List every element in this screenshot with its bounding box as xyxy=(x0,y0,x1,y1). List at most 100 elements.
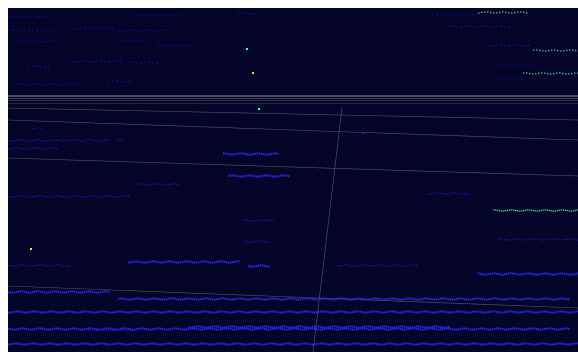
lidar-point xyxy=(362,298,364,300)
lidar-point xyxy=(380,325,382,328)
lidar-point xyxy=(552,311,554,314)
lidar-point xyxy=(266,298,268,301)
lidar-point xyxy=(46,41,48,42)
lidar-point xyxy=(176,327,178,330)
lidar-point xyxy=(528,45,530,46)
lidar-point xyxy=(286,174,288,177)
lidar-point xyxy=(138,260,140,263)
lidar-point xyxy=(92,291,94,293)
lidar-point xyxy=(527,209,529,211)
lidar-point xyxy=(124,81,126,83)
lidar-point xyxy=(152,310,154,313)
lidar-point xyxy=(112,328,114,331)
lidar-point xyxy=(74,195,76,197)
lidar-point xyxy=(234,328,236,331)
lidar-point xyxy=(261,219,263,221)
lidar-point xyxy=(524,328,526,331)
lidar-point xyxy=(366,298,368,301)
lidar-point xyxy=(88,61,90,63)
lidar-point xyxy=(537,210,539,212)
lidar-point xyxy=(76,291,78,294)
lidar-point xyxy=(543,209,545,211)
lidar-point xyxy=(340,297,342,300)
lidar-point xyxy=(342,327,344,330)
point-cloud-points xyxy=(8,11,578,346)
lidar-point xyxy=(77,140,79,142)
point-cloud-canvas[interactable] xyxy=(8,8,578,352)
lidar-point xyxy=(44,328,46,331)
lidar-point xyxy=(362,343,364,346)
lidar-point xyxy=(514,12,516,14)
lidar-point xyxy=(77,195,79,197)
lidar-point xyxy=(146,343,148,346)
lidar-point xyxy=(270,220,272,222)
lidar-point xyxy=(396,298,398,300)
lidar-point xyxy=(508,12,510,14)
lidar-point xyxy=(212,343,214,346)
lidar-point xyxy=(514,272,516,275)
lidar-point xyxy=(368,265,370,267)
lidar-point xyxy=(62,291,64,294)
lidar-point xyxy=(300,343,302,345)
lidar-point xyxy=(90,343,92,346)
lidar-point xyxy=(134,342,136,345)
lidar-point xyxy=(336,310,338,313)
lidar-point xyxy=(140,311,142,313)
lidar-point xyxy=(346,311,348,314)
lidar-point xyxy=(342,342,344,345)
lidar-point xyxy=(424,342,426,345)
lidar-point xyxy=(60,343,62,346)
lidar-point xyxy=(177,183,179,185)
lidar-point xyxy=(235,153,237,156)
lidar-point xyxy=(540,273,542,275)
lidar-point xyxy=(574,273,576,275)
lidar-point xyxy=(233,153,235,156)
lidar-point xyxy=(41,148,43,150)
lidar-point xyxy=(98,328,100,331)
lidar-point xyxy=(308,297,310,300)
lidar-point xyxy=(101,196,103,198)
lidar-point xyxy=(174,44,176,46)
lidar-point xyxy=(14,328,16,331)
lidar-point xyxy=(108,290,110,293)
lidar-point xyxy=(332,311,334,314)
lidar-point xyxy=(398,298,400,301)
lidar-point xyxy=(565,73,567,75)
lidar-point xyxy=(554,49,556,51)
lidar-point xyxy=(522,239,524,241)
lidar-point xyxy=(501,78,503,80)
lidar-point xyxy=(222,260,224,263)
lidar-point xyxy=(170,297,172,300)
lidar-point xyxy=(400,325,402,328)
lidar-point xyxy=(28,29,30,31)
lidar-point xyxy=(130,40,132,42)
lidar-point xyxy=(32,328,34,331)
lidar-point xyxy=(274,297,276,300)
lidar-point xyxy=(260,343,262,346)
lidar-point xyxy=(574,342,576,345)
lidar-point xyxy=(24,327,26,330)
lidar-point xyxy=(484,25,486,27)
lidar-point xyxy=(252,297,254,300)
lidar-point xyxy=(14,342,16,345)
lidar-point xyxy=(448,325,450,328)
lidar-point xyxy=(148,61,150,63)
lidar-point xyxy=(18,15,20,17)
lidar-point xyxy=(420,328,422,331)
lidar-point xyxy=(184,342,186,345)
lidar-point xyxy=(302,298,304,301)
lidar-point xyxy=(76,28,78,30)
lidar-point xyxy=(513,77,515,79)
lidar-point xyxy=(406,310,408,313)
lidar-point xyxy=(508,26,510,28)
lidar-point xyxy=(258,220,260,222)
lidar-point xyxy=(112,28,114,30)
lidar-point xyxy=(80,140,82,142)
lidar-point xyxy=(334,298,336,301)
lidar-point xyxy=(234,342,236,345)
lidar-viewport[interactable] xyxy=(8,8,578,352)
lidar-point xyxy=(92,28,94,30)
lidar-point xyxy=(34,342,36,345)
lidar-point xyxy=(574,72,576,74)
lidar-point xyxy=(226,327,228,330)
